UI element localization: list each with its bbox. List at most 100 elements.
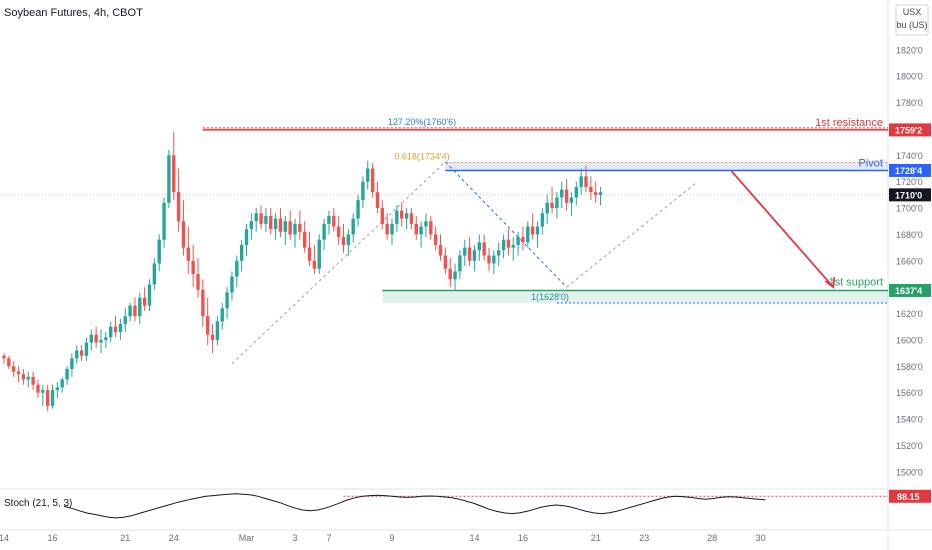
candle-body — [12, 366, 16, 372]
candle-body — [2, 355, 6, 359]
price-tick-label: 1680'0 — [896, 230, 923, 240]
date-tick-label: 21 — [120, 533, 130, 543]
candle-body — [400, 210, 404, 219]
support-price-tag: 1637'4 — [895, 286, 922, 296]
resistance-price-tag-bg — [889, 123, 931, 137]
candle-body — [317, 239, 321, 269]
candle-body — [79, 350, 84, 356]
date-tick-label: 28 — [707, 533, 717, 543]
candle-body — [269, 215, 273, 230]
pivot-text: Pivot — [859, 157, 883, 169]
candle-body — [443, 255, 448, 269]
candle-body — [244, 229, 249, 245]
stoch-tag-bg — [889, 489, 931, 503]
candle-body — [487, 255, 491, 264]
candle-body — [380, 208, 384, 224]
candle-body — [152, 263, 157, 285]
candle-body — [21, 374, 26, 380]
candle-body — [235, 260, 239, 277]
stoch-line — [63, 493, 766, 519]
pivot-price-tag: 1728'4 — [895, 166, 922, 176]
candle-body — [584, 176, 588, 187]
candle-body — [50, 390, 55, 406]
price-tick-label: 1720'0 — [896, 177, 923, 187]
candle-body — [346, 234, 351, 245]
candle-body — [579, 176, 583, 187]
candle-body — [142, 297, 147, 306]
price-tick-label: 1540'0 — [896, 415, 923, 425]
candle-body — [239, 244, 244, 261]
resistance-text: 1st resistance — [815, 117, 883, 129]
candle-body — [196, 273, 200, 290]
price-tick-label: 1820'0 — [896, 45, 923, 55]
candle-body — [36, 384, 40, 393]
candle-body — [327, 215, 331, 224]
candles-group — [2, 131, 603, 412]
currency-box[interactable] — [895, 4, 929, 36]
pivot-price-tag-bg — [889, 163, 931, 177]
candle-body — [206, 316, 210, 335]
candle-body — [390, 223, 394, 235]
candle-body — [361, 181, 365, 201]
candle-body — [89, 334, 93, 343]
projection-arrowhead — [824, 277, 836, 289]
candle-body — [404, 213, 409, 219]
candle-body — [594, 192, 598, 195]
candle-body — [530, 226, 535, 235]
candle-body — [181, 221, 186, 248]
date-tick-label: 24 — [169, 533, 179, 543]
support-price-tag-bg — [889, 283, 931, 297]
candle-body — [564, 189, 569, 203]
chart-title: Soybean Futures, 4h, CBOT — [4, 7, 143, 19]
fib-1272-label: 127.20%(1760'6) — [388, 117, 456, 127]
date-tick-label: Mar — [239, 533, 255, 543]
candle-body — [215, 321, 220, 340]
candle-body — [433, 234, 438, 245]
candle-body — [492, 255, 496, 264]
date-tick-label: 9 — [389, 533, 394, 543]
candle-body — [259, 213, 263, 224]
candle-body — [109, 326, 113, 338]
candle-body — [41, 390, 45, 393]
candle-body — [409, 213, 414, 224]
candle-body — [249, 221, 254, 230]
candle-body — [497, 250, 501, 256]
candle-body — [283, 221, 287, 232]
candle-body — [45, 390, 50, 406]
price-tick-label: 1580'0 — [896, 362, 923, 372]
fib-1-label: 1(1628'0) — [531, 292, 569, 302]
candle-body — [104, 337, 108, 340]
date-tick-label: 21 — [591, 533, 601, 543]
date-tick-label: 23 — [639, 533, 649, 543]
stoch-level-tag: 88.15 — [897, 492, 920, 502]
candle-body — [463, 247, 467, 256]
candle-body — [453, 271, 457, 280]
candle-body — [448, 268, 452, 280]
candle-body — [429, 221, 433, 235]
candle-body — [191, 260, 195, 274]
candle-body — [472, 250, 477, 261]
candle-body — [94, 334, 98, 343]
candle-body — [31, 376, 35, 385]
candle-body — [467, 247, 472, 261]
candle-body — [16, 371, 21, 375]
candle-body — [128, 305, 132, 317]
candle-body — [560, 189, 564, 198]
candle-body — [172, 155, 176, 193]
price-tick-label: 1560'0 — [896, 388, 923, 398]
resistance-zone — [202, 127, 889, 130]
date-tick-label: 14 — [0, 533, 9, 543]
candle-body — [167, 155, 171, 203]
candle-body — [414, 223, 418, 235]
current-price-tag: 1710'0 — [895, 190, 922, 200]
candle-body — [574, 186, 578, 198]
candle-body — [477, 242, 481, 251]
candle-body — [123, 316, 127, 325]
pivot-zone — [445, 162, 888, 171]
candle-body — [385, 223, 389, 235]
candle-body — [55, 387, 60, 391]
unit-label: bu (US) — [896, 20, 927, 30]
projection-arrow — [730, 170, 835, 288]
